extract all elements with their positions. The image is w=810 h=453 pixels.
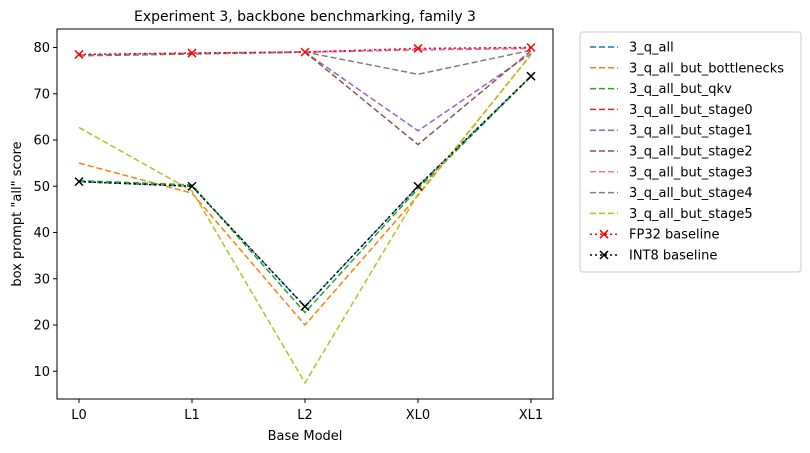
legend-label-fp32-baseline: FP32 baseline: [629, 228, 719, 243]
x-tick-label: XL1: [519, 408, 543, 423]
series-line-3-q-all: [78, 75, 532, 308]
x-tick-label: XL0: [406, 408, 430, 423]
legend-label-3-q-all-but-qkv: 3_q_all_but_qkv: [629, 82, 732, 97]
y-tick-label: 30: [33, 272, 50, 287]
data-point-fp32-baseline: [74, 49, 84, 59]
data-point-fp32-baseline: [526, 42, 536, 53]
x-axis-label: Base Model: [268, 429, 343, 444]
legend-label-3-q-all-but-stage5: 3_q_all_but_stage5: [629, 207, 753, 222]
y-tick-label: 80: [33, 41, 50, 56]
series-line-3-q-all-but-bottlenecks: [78, 53, 532, 327]
y-tick-label: 60: [33, 134, 50, 149]
plot-area-frame: [56, 28, 554, 400]
series-line-3-q-all-but-stage1: [78, 51, 532, 132]
x-axis: L0 L1 L2 XL0 XL1: [71, 399, 543, 423]
legend-label-3-q-all-but-stage1: 3_q_all_but_stage1: [629, 124, 753, 139]
data-point-fp32-baseline: [300, 47, 310, 57]
data-point-fp32-baseline: [413, 43, 423, 53]
legend-label-int8-baseline: INT8 baseline: [629, 249, 717, 264]
series-line-int8-baseline: [78, 75, 532, 308]
series-line-3-q-all-but-stage5: [78, 54, 532, 385]
x-tick-label: L0: [71, 408, 87, 423]
series-line-3-q-all-but-stage4: [78, 49, 532, 76]
y-tick-label: 70: [33, 87, 50, 102]
y-tick-label: 40: [33, 226, 50, 241]
y-axis: 10 20 30 40 50 60 70 80: [33, 41, 57, 380]
y-tick-label: 50: [33, 180, 50, 195]
legend-label-3-q-all-but-stage0: 3_q_all_but_stage0: [629, 103, 753, 118]
chart-title: Experiment 3, backbone benchmarking, fam…: [134, 9, 476, 25]
data-point-fp32-baseline: [187, 48, 197, 58]
data-point-int8-baseline: [413, 181, 423, 191]
data-point-int8-baseline: [526, 71, 536, 81]
y-tick-label: 20: [33, 319, 50, 334]
data-point-int8-baseline: [74, 177, 84, 187]
series-layer: [74, 42, 536, 385]
x-tick-label: L2: [297, 408, 313, 423]
x-tick-label: L1: [184, 408, 200, 423]
legend-marker-fp32-baseline: [599, 229, 609, 239]
legend-marker-int8-baseline: [599, 250, 609, 260]
legend-label-3-q-all-but-stage2: 3_q_all_but_stage2: [629, 145, 753, 160]
legend-label-3-q-all: 3_q_all: [629, 41, 674, 56]
series-line-3-q-all-but-qkv: [78, 76, 532, 314]
y-tick-label: 10: [33, 365, 50, 380]
legend-frame: [579, 31, 802, 273]
data-point-int8-baseline: [300, 301, 310, 312]
legend: 3_q_all 3_q_all_but_bottlenecks 3_q_all_bu…: [579, 31, 802, 273]
data-point-int8-baseline: [187, 181, 197, 191]
legend-label-3-q-all-but-bottlenecks: 3_q_all_but_bottlenecks: [629, 61, 784, 76]
legend-label-3-q-all-but-stage3: 3_q_all_but_stage3: [629, 165, 753, 180]
legend-label-3-q-all-but-stage4: 3_q_all_but_stage4: [629, 186, 753, 201]
y-axis-label: box prompt "all" score: [10, 141, 25, 286]
